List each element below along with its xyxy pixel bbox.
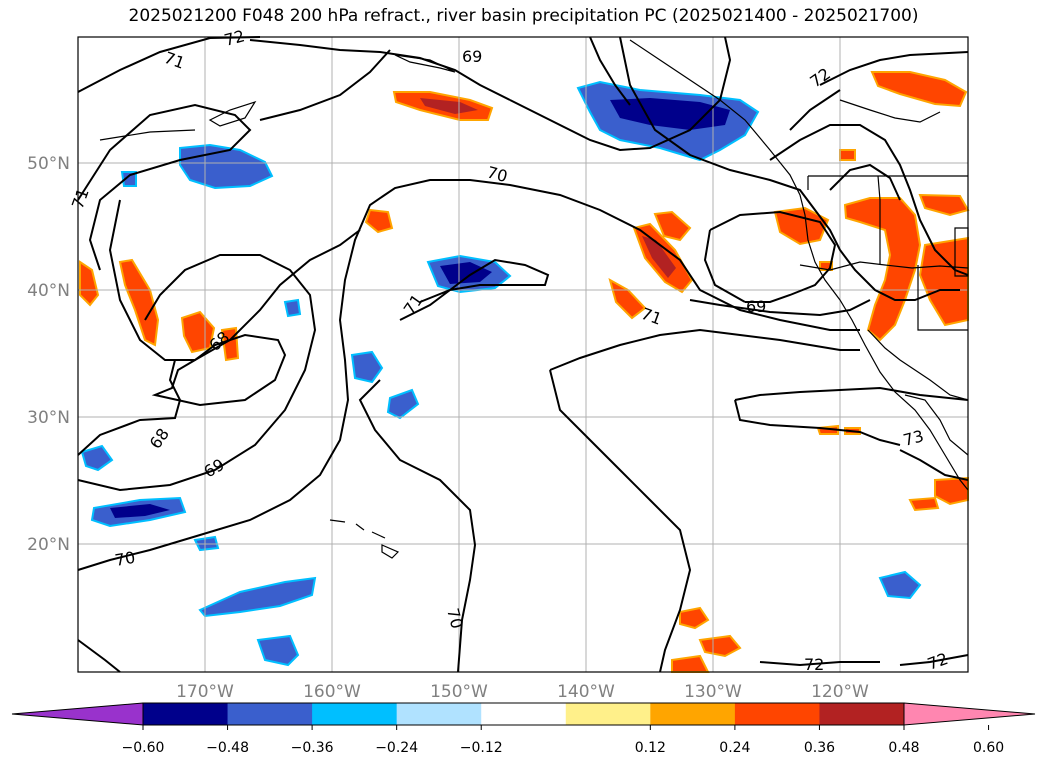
longitude-label: 120°W: [811, 682, 869, 702]
contour-label: 70: [485, 163, 510, 187]
colorbar-segment: [481, 703, 567, 725]
graticule: [78, 37, 968, 672]
colorbar-tick-label: 0.36: [804, 740, 835, 756]
contour-label: 68: [146, 425, 173, 453]
refractivity-contours: [77, 36, 969, 673]
contour-label: 72: [806, 64, 834, 91]
coastlines: [99, 39, 969, 559]
colorbar-segment: [565, 703, 651, 725]
colorbar-tick-label: 0.12: [635, 740, 666, 756]
colorbar-tick-label: 0.60: [973, 740, 1004, 756]
colorbar-extend-low: [11, 702, 144, 726]
colorbar-segment: [312, 703, 398, 725]
colorbar-segment: [819, 703, 905, 725]
contour-label: 71: [400, 291, 427, 319]
colorbar-tick-label: 0.48: [888, 740, 919, 756]
colorbar-segment: [143, 703, 229, 725]
colorbar-tick-label: 0.24: [719, 740, 750, 756]
precip-shading: [79, 71, 970, 673]
contour-label: 72: [804, 655, 824, 674]
contour-label: 73: [901, 426, 926, 450]
latitude-labels: 50°N 40°N 30°N 20°N: [27, 154, 70, 555]
colorbar-frame: [142, 702, 905, 726]
plot-title: 2025021200 F048 200 hPa refract., river …: [128, 6, 919, 26]
contour-label: 72: [222, 26, 247, 50]
longitude-label: 140°W: [557, 682, 615, 702]
latitude-label: 20°N: [27, 535, 70, 555]
latitude-label: 50°N: [27, 154, 70, 174]
latitude-label: 30°N: [27, 408, 70, 428]
longitude-label: 170°W: [176, 682, 234, 702]
contour-label: 71: [68, 186, 93, 212]
colorbar-segment: [227, 703, 313, 725]
longitude-labels: 170°W 160°W 150°W 140°W 130°W 120°W: [176, 682, 869, 702]
colorbar-tick-label: −0.12: [460, 740, 503, 756]
contour-label: 69: [462, 47, 482, 66]
longitude-label: 130°W: [684, 682, 742, 702]
contour-label: 70: [113, 548, 136, 570]
colorbar-extend-high: [903, 702, 1036, 726]
contour-label: 70: [443, 606, 467, 631]
colorbar-tick-label: −0.36: [291, 740, 334, 756]
colorbar-tick-label: −0.60: [122, 740, 165, 756]
colorbar-segment: [396, 703, 482, 725]
colorbar: −0.60 −0.48 −0.36 −0.24 −0.12 0.12 0.24 0.36 0.4…: [11, 702, 1036, 756]
colorbar-tick-label: −0.24: [375, 740, 418, 756]
colorbar-segment: [734, 703, 820, 725]
contour-label: 71: [162, 48, 188, 73]
latitude-label: 40°N: [27, 281, 70, 301]
colorbar-segment: [650, 703, 736, 725]
map-frame: [77, 36, 969, 673]
longitude-label: 150°W: [430, 682, 488, 702]
colorbar-tick-label: −0.48: [206, 740, 249, 756]
contour-label: 72: [925, 649, 951, 674]
longitude-label: 160°W: [303, 682, 361, 702]
contour-label: 69: [746, 297, 766, 316]
